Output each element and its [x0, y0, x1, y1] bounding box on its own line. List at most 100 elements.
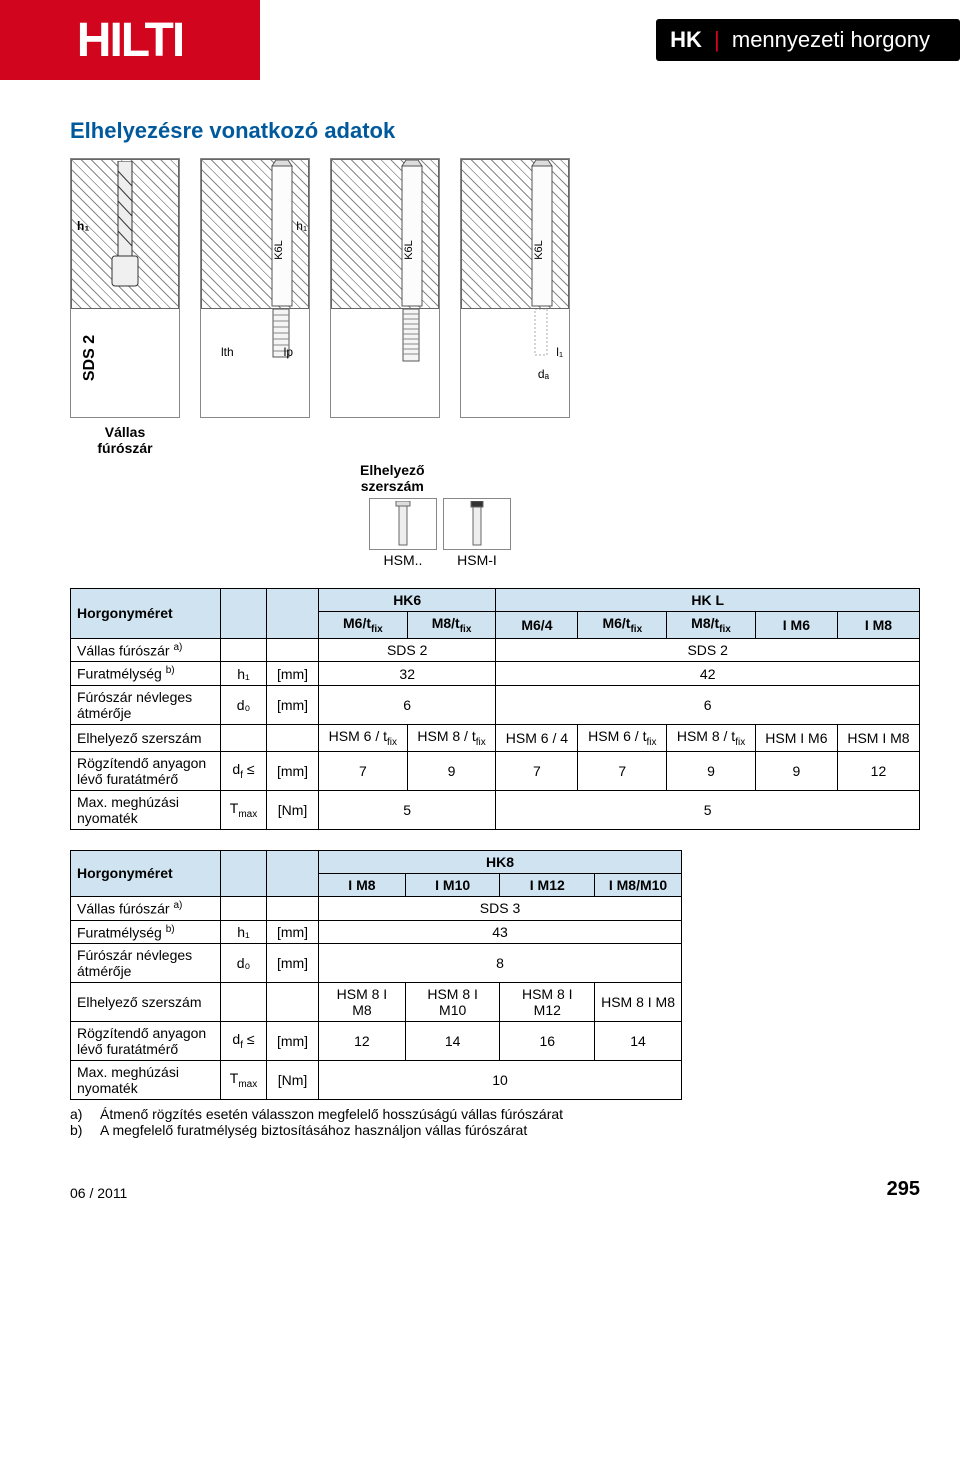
title-code: HK [670, 27, 702, 52]
da-label: dₐ [538, 367, 549, 381]
page-footer: 06 / 2011 295 [0, 1148, 960, 1213]
anchor-diagram-3: K6L l₁ dₐ [460, 158, 570, 456]
t1-r6-s: Tmax [221, 790, 267, 829]
anchor-diagram-1: K6L h₁ lth lp [200, 158, 310, 456]
t2-r1-v: SDS 3 [319, 896, 682, 920]
setting-tool-label: Elhelyező szerszám [360, 462, 425, 494]
t2-r1-p: Vállas fúrószár a) [71, 896, 221, 920]
t1-r4-p: Elhelyező szerszám [71, 725, 221, 752]
hsm-label-1: HSM.. [369, 552, 437, 568]
t1-r3-v1: 6 [319, 686, 496, 725]
t1-r1-p: Vállas fúrószár a) [71, 638, 221, 662]
t1-r5-p: Rögzítendő anyagon lévő furatátmérő [71, 751, 221, 790]
t1-r6-v1: 5 [319, 790, 496, 829]
t1-r3-u: [mm] [267, 686, 319, 725]
t1-r5-3: 7 [578, 751, 667, 790]
brand-logo: HILTI [77, 13, 183, 68]
t1-r2-v1: 32 [319, 662, 496, 686]
t2-r5-1: 14 [405, 1022, 500, 1061]
t2-r3-v: 8 [319, 944, 682, 983]
lth-label: lth [221, 345, 234, 359]
anchor-diagram-2: K6L [330, 158, 440, 456]
t2-r4-3: HSM 8 I M8 [595, 983, 682, 1022]
t1-c3: M6/tfix [578, 612, 667, 639]
spec-table-1: Horgonyméret HK6 HK L M6/tfix M8/tfix M6… [70, 588, 920, 830]
hsm-tool-2 [443, 498, 511, 550]
hsm-tool-icons [320, 498, 560, 550]
hsm-tool-1 [369, 498, 437, 550]
title-separator: | [708, 27, 726, 52]
t1-r4-6: HSM I M8 [837, 725, 919, 752]
hsm-tool-labels: HSM.. HSM-I [320, 552, 560, 568]
t1-r1-v2: SDS 2 [496, 638, 920, 662]
t2-head-param: Horgonyméret [71, 850, 221, 896]
t1-r5-0: 7 [319, 751, 408, 790]
k6l-label: K6L [273, 240, 285, 260]
t1-c4: M8/tfix [667, 612, 756, 639]
t1-hkl: HK L [496, 589, 920, 612]
t1-r4-3: HSM 6 / tfix [578, 725, 667, 752]
t2-r5-3: 14 [595, 1022, 682, 1061]
t2-hk8: HK8 [319, 850, 682, 873]
t1-c1: M8/tfix [407, 612, 496, 639]
drill-diagram: h₁ SDS 2 Vállas fúrószár [70, 158, 180, 456]
sds2-label: SDS 2 [81, 335, 99, 381]
t1-r6-u: [Nm] [267, 790, 319, 829]
l1-label: l₁ [556, 345, 563, 359]
t1-c0: M6/tfix [319, 612, 408, 639]
t1-r2-u: [mm] [267, 662, 319, 686]
t1-r5-4: 9 [667, 751, 756, 790]
t1-r6-p: Max. meghúzási nyomaték [71, 790, 221, 829]
product-title-bar: HK | mennyezeti horgony [656, 19, 960, 61]
installation-diagrams: h₁ SDS 2 Vállas fúrószár K6L h₁ lth lp [70, 158, 920, 456]
t2-r4-2: HSM 8 I M12 [500, 983, 595, 1022]
footer-page-number: 295 [887, 1178, 920, 1201]
t2-r6-v: 10 [319, 1061, 682, 1100]
t2-r5-2: 16 [500, 1022, 595, 1061]
t1-hk6: HK6 [319, 589, 496, 612]
t2-r2-u: [mm] [267, 920, 319, 944]
drill-label: Vállas fúrószár [97, 424, 152, 456]
t2-r3-p: Fúrószár névleges átmérője [71, 944, 221, 983]
t2-r4-p: Elhelyező szerszám [71, 983, 221, 1022]
t2-r5-p: Rögzítendő anyagon lévő furatátmérő [71, 1022, 221, 1061]
spec-table-2: Horgonyméret HK8 I M8 I M10 I M12 I M8/M… [70, 850, 682, 1100]
t1-r1-v1: SDS 2 [319, 638, 496, 662]
note-b-key: b) [70, 1122, 100, 1138]
t1-r5-6: 12 [837, 751, 919, 790]
lp-label: lp [284, 345, 293, 359]
title-text: mennyezeti horgony [732, 27, 930, 52]
t1-r4-5: HSM I M6 [755, 725, 837, 752]
t2-r6-u: [Nm] [267, 1061, 319, 1100]
h1-label: h₁ [77, 219, 89, 233]
note-b: A megfelelő furatmélység biztosításához … [100, 1122, 527, 1138]
t1-r4-4: HSM 8 / tfix [667, 725, 756, 752]
t2-c2: I M12 [500, 873, 595, 896]
t1-r5-2: 7 [496, 751, 578, 790]
t2-r2-v: 43 [319, 920, 682, 944]
t2-r5-u: [mm] [267, 1022, 319, 1061]
t2-c1: I M10 [405, 873, 500, 896]
hsm-label-2: HSM-I [443, 552, 511, 568]
note-a: Átmenő rögzítés esetén válasszon megfele… [100, 1106, 563, 1122]
k6l-label-2: K6L [403, 240, 415, 260]
t2-r4-1: HSM 8 I M10 [405, 983, 500, 1022]
brand-logo-box: HILTI [0, 0, 260, 80]
t2-r3-u: [mm] [267, 944, 319, 983]
k6l-label-3: K6L [533, 240, 545, 260]
page-header: HILTI HK | mennyezeti horgony [0, 0, 960, 80]
t1-r6-v2: 5 [496, 790, 920, 829]
t1-r3-v2: 6 [496, 686, 920, 725]
t1-r2-v2: 42 [496, 662, 920, 686]
section-title: Elhelyezésre vonatkozó adatok [70, 118, 920, 144]
t1-r3-s: d₀ [221, 686, 267, 725]
footer-date: 06 / 2011 [70, 1185, 127, 1201]
setting-tool-row: Elhelyező szerszám [360, 462, 920, 494]
t1-c2: M6/4 [496, 612, 578, 639]
t1-r5-1: 9 [407, 751, 496, 790]
note-a-key: a) [70, 1106, 100, 1122]
t2-r5-s: df ≤ [221, 1022, 267, 1061]
t1-r4-2: HSM 6 / 4 [496, 725, 578, 752]
t1-r4-1: HSM 8 / tfix [407, 725, 496, 752]
t2-c0: I M8 [319, 873, 406, 896]
